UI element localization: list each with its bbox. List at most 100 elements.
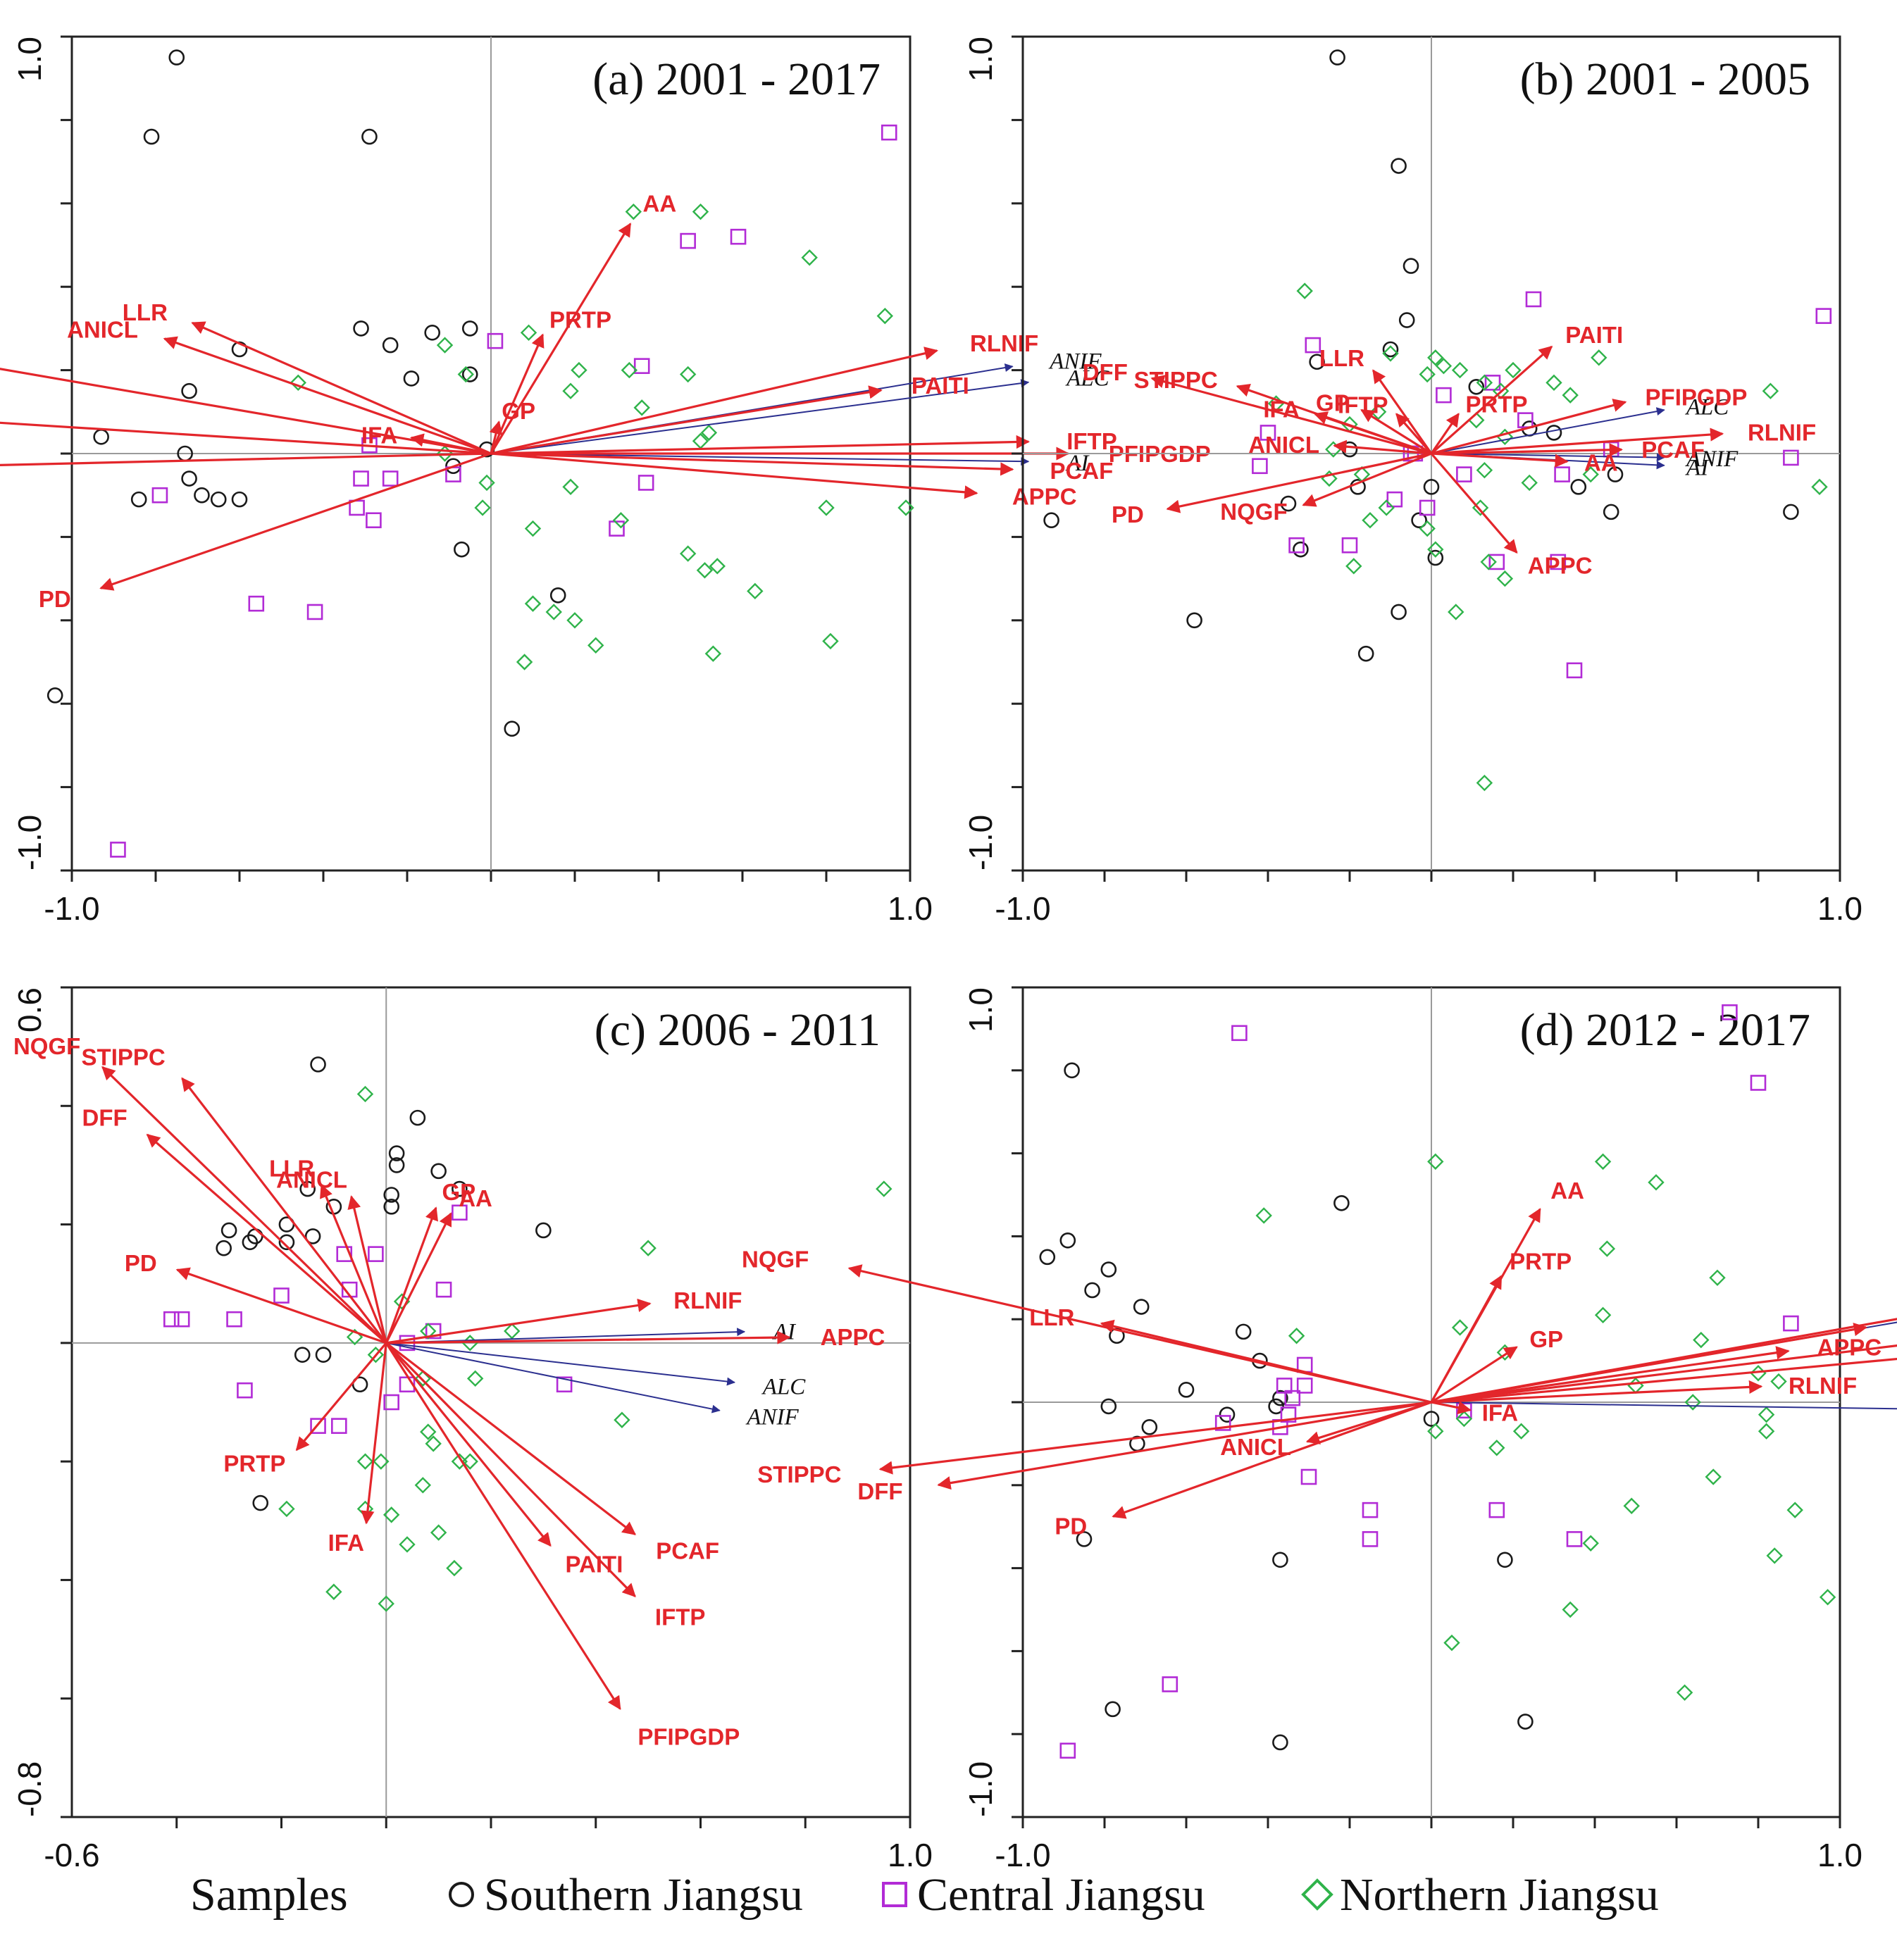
northern-sample-point [414, 1477, 432, 1494]
variable-arrow-rlnif [1431, 427, 1724, 455]
northern-sample-point [1443, 1634, 1460, 1652]
variable-arrow-stippc [0, 421, 492, 455]
northern-sample-point [1448, 604, 1464, 620]
northern-sample-point [1594, 1153, 1612, 1171]
variable-label-pcaf: PCAF [656, 1537, 719, 1563]
northern-sample-point [466, 1370, 484, 1387]
variable-arrow-dff [937, 1401, 1432, 1490]
northern-sample-point [1512, 1423, 1530, 1440]
southern-sample-point [1064, 1062, 1080, 1079]
northern-sample-point [566, 612, 583, 629]
variable-label-appc: APPC [1817, 1334, 1882, 1360]
variable-arrow-nqgf [101, 1066, 387, 1344]
southern-sample-point [242, 1234, 259, 1251]
southern-sample-point [210, 491, 227, 508]
legend-square-marker [882, 1882, 907, 1907]
southern-sample-point [1783, 504, 1799, 520]
central-sample-point [1456, 466, 1472, 482]
variable-label-gp: GP [1529, 1326, 1563, 1352]
variable-label-pd: PD [1112, 501, 1144, 528]
northern-sample-point [1476, 774, 1493, 792]
central-sample-point [487, 332, 504, 349]
central-sample-point [1815, 308, 1832, 324]
central-sample-point [336, 1246, 353, 1262]
variable-label-aa: AA [1550, 1178, 1584, 1204]
northern-sample-point [1591, 349, 1607, 366]
variable-label-nqgf: NQGF [742, 1247, 809, 1273]
southern-sample-point [424, 325, 441, 341]
northern-sample-point [1758, 1406, 1775, 1423]
northern-sample-point [367, 1346, 385, 1363]
plot-frame [70, 986, 912, 1818]
northern-sample-point [562, 382, 579, 399]
response-arrow-anif [1431, 453, 1665, 462]
southern-sample-point [1329, 49, 1345, 65]
southern-sample-point [194, 487, 210, 504]
variable-arrow-pfipgdp [385, 1342, 621, 1711]
variable-label-rlnif: RLNIF [1789, 1373, 1857, 1399]
southern-sample-point [304, 1228, 321, 1244]
northern-sample-point [1693, 1331, 1710, 1349]
central-sample-point [248, 595, 265, 612]
response-label-alc: ALC [1065, 366, 1110, 392]
northern-sample-point [545, 604, 562, 620]
central-sample-point [1284, 1390, 1301, 1406]
variable-arrow-llr [191, 321, 492, 455]
northern-sample-point [571, 361, 587, 379]
southern-sample-point [430, 1163, 447, 1180]
southern-sample-point [535, 1222, 552, 1239]
southern-sample-point [1427, 549, 1444, 566]
northern-sample-point [399, 1536, 416, 1553]
central-sample-point [1783, 1315, 1799, 1332]
x-tick-label-max: 1.0 [1817, 1837, 1862, 1873]
response-arrow-alc [386, 1342, 736, 1386]
northern-sample-point [696, 562, 714, 579]
variable-arrow-iftp [385, 1342, 636, 1597]
variable-arrow-paiti [385, 1342, 552, 1547]
variable-arrow-pd [1112, 1401, 1432, 1519]
northern-sample-point [1378, 499, 1395, 516]
northern-sample-point [378, 1595, 394, 1612]
central-sample-point [163, 1311, 180, 1328]
variable-arrow-ifa [361, 1342, 387, 1525]
variable-arrow-dff [0, 452, 492, 466]
northern-sample-point [420, 1323, 437, 1340]
northern-sample-point [1758, 1423, 1775, 1440]
panel-b: -1.0 1.01.0-1.0(b) 2001 - 2005ALCANIFAIPA… [962, 35, 1862, 927]
variable-arrow-stippc [181, 1077, 387, 1344]
variable-label-llr: LLR [123, 299, 168, 325]
northern-sample-point [587, 637, 604, 654]
northern-sample-point [1480, 554, 1497, 570]
southern-sample-point [1341, 441, 1358, 458]
legend-title: Samples [190, 1869, 348, 1921]
northern-sample-point [393, 1293, 411, 1310]
northern-sample-point [1382, 345, 1399, 362]
southern-sample-point [315, 1347, 332, 1363]
central-sample-point [1783, 449, 1799, 466]
variable-arrow-paiti [1430, 345, 1553, 455]
northern-sample-point [1594, 1306, 1612, 1324]
northern-sample-point [1435, 357, 1453, 375]
response-arrow-ai [490, 453, 1030, 466]
central-sample-point [1488, 554, 1505, 570]
x-tick-label-min: -1.0 [44, 890, 99, 927]
variable-arrow-appc [490, 452, 978, 499]
variable-arrow-anicl [347, 1195, 387, 1344]
central-sample-point [1296, 1378, 1313, 1394]
southern-sample-point [352, 1376, 368, 1393]
southern-sample-point [1059, 1232, 1076, 1249]
southern-sample-point [252, 1494, 269, 1511]
variable-label-pcaf: PCAF [1641, 437, 1705, 463]
x-tick-label-min: -1.0 [995, 890, 1050, 927]
southern-sample-point [1423, 1411, 1440, 1427]
central-sample-point [680, 232, 696, 249]
northern-sample-point [1496, 570, 1514, 587]
northern-sample-point [1451, 1319, 1469, 1336]
variable-arrow-prtp [295, 1342, 387, 1452]
variable-arrow-prtp [490, 333, 545, 454]
variable-arrow-appc [386, 1330, 791, 1344]
northern-sample-point [1819, 1589, 1836, 1606]
variable-arrow-pcaf [385, 1342, 637, 1535]
southern-sample-point [1133, 1299, 1150, 1315]
southern-sample-point [1272, 1390, 1288, 1406]
